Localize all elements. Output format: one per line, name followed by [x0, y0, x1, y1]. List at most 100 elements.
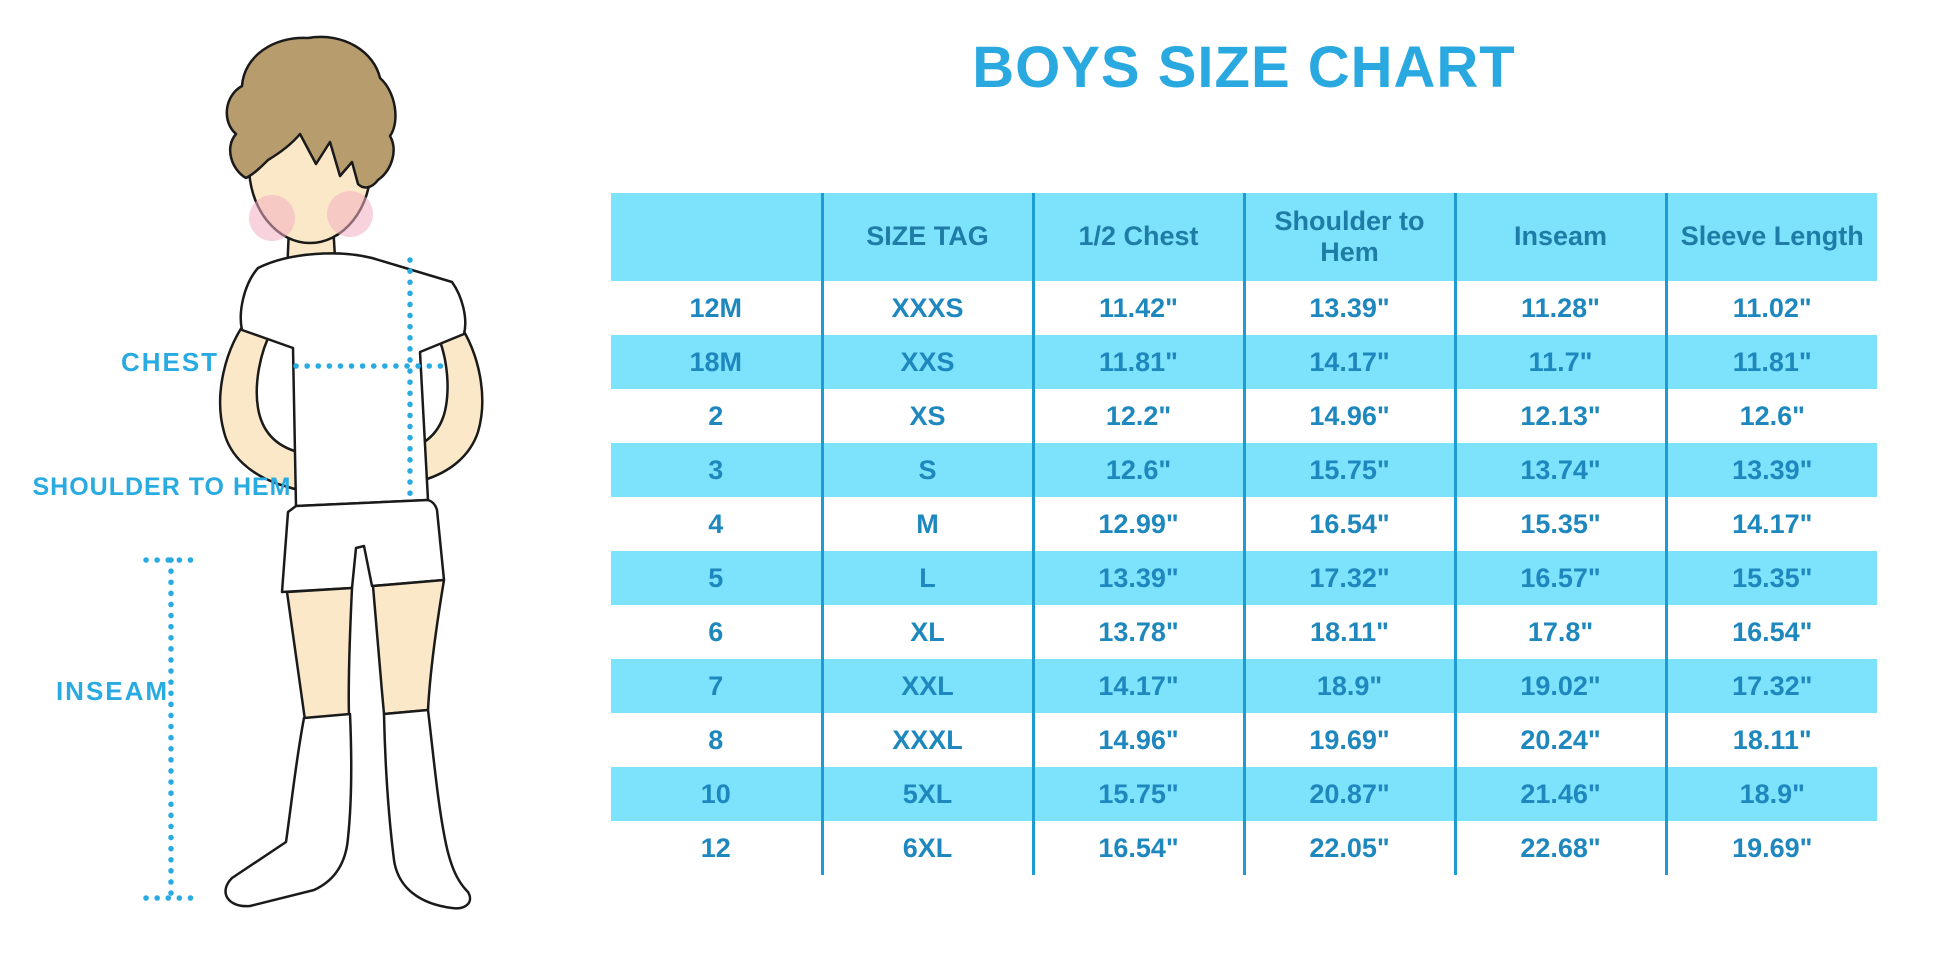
measurement-cell: 18.9"	[1244, 659, 1457, 713]
blush-right-cheek	[327, 191, 373, 237]
boy-measurement-illustration	[143, 35, 484, 910]
measurement-cell: 14.96"	[1033, 713, 1246, 767]
column-header: Shoulder to Hem	[1244, 193, 1457, 281]
measurement-cell: 19.02"	[1455, 659, 1668, 713]
measurement-cell: 16.54"	[1033, 821, 1246, 875]
shorts	[280, 498, 446, 594]
measurement-cell: 12.99"	[1033, 497, 1246, 551]
shoulder-to-hem-label: SHOULDER TO HEM	[32, 473, 292, 501]
measurement-cell: L	[822, 551, 1035, 605]
chest-label: CHEST	[120, 347, 220, 377]
measurement-cell: 20.24"	[1455, 713, 1668, 767]
measurement-cell: XXXS	[822, 281, 1035, 335]
table-row: 10 5XL 15.75" 20.87" 21.46" 18.9"	[611, 767, 1877, 821]
measurement-cell: 13.39"	[1033, 551, 1246, 605]
measurement-cell: 17.8"	[1455, 605, 1668, 659]
column-header: Inseam	[1455, 193, 1668, 281]
hair	[225, 35, 397, 189]
table-row: 12 6XL 16.54" 22.05" 22.68" 19.69"	[611, 821, 1877, 875]
size-cell: 12	[611, 821, 824, 875]
size-cell: 10	[611, 767, 824, 821]
inseam-label: INSEAM	[55, 676, 170, 706]
table-row: 7 XXL 14.17" 18.9" 19.02" 17.32"	[611, 659, 1877, 713]
size-cell: 2	[611, 389, 824, 443]
measurement-cell: 15.35"	[1666, 551, 1877, 605]
left-leg	[285, 586, 354, 722]
right-sock	[382, 708, 472, 910]
measurement-cell: 17.32"	[1666, 659, 1877, 713]
measurement-cell: 18.11"	[1244, 605, 1457, 659]
table-row: 3 S 12.6" 15.75" 13.74" 13.39"	[611, 443, 1877, 497]
table-header-row: SIZE TAG 1/2 Chest Shoulder to Hem Inseam Sl…	[611, 193, 1877, 281]
table-row: 12M XXXS 11.42" 13.39" 11.28" 11.02"	[611, 281, 1877, 335]
left-arm	[218, 314, 300, 492]
measurement-cell: 13.39"	[1666, 443, 1877, 497]
column-header: 1/2 Chest	[1033, 193, 1246, 281]
measurement-cell: 12.6"	[1033, 443, 1246, 497]
measurement-cell: XXS	[822, 335, 1035, 389]
measurement-cell: 11.81"	[1666, 335, 1877, 389]
size-cell: 3	[611, 443, 824, 497]
measurement-cell: 18.11"	[1732, 724, 1812, 755]
measurement-cell: 14.96"	[1244, 389, 1457, 443]
measurement-cell: 12.2"	[1033, 389, 1246, 443]
measurement-cell: 22.68"	[1455, 821, 1668, 875]
column-header: Sleeve Length	[1666, 193, 1877, 281]
measurement-cell: 13.74"	[1455, 443, 1668, 497]
measurement-cell: 15.75"	[1033, 767, 1246, 821]
size-cell: 6	[611, 605, 824, 659]
measurement-cell: XXL	[822, 659, 1035, 713]
size-cell: 12M	[611, 281, 824, 335]
measurement-cell: 11.81"	[1033, 335, 1246, 389]
size-table: SIZE TAG 1/2 Chest Shoulder to Hem Inseam Sl…	[611, 193, 1877, 875]
size-cell: 7	[611, 659, 824, 713]
measurement-cell: 16.57"	[1455, 551, 1668, 605]
measurement-cell: 11.7"	[1455, 335, 1668, 389]
measurement-cell: 17.32"	[1244, 551, 1457, 605]
measurement-cell: 19.69"	[1732, 832, 1813, 863]
right-leg	[371, 578, 446, 716]
measurement-cell: 5XL	[822, 767, 1035, 821]
measurement-cell: 15.35"	[1455, 497, 1668, 551]
size-cell: 18M	[611, 335, 824, 389]
table-head: SIZE TAG 1/2 Chest Shoulder to Hem Inseam Sl…	[611, 193, 1877, 281]
measurement-cell: XS	[822, 389, 1035, 443]
table-row: 2 XS 12.2" 14.96" 12.13" 12.6"	[611, 389, 1877, 443]
size-cell: 4	[611, 497, 824, 551]
measurement-cell: 14.17"	[1244, 335, 1457, 389]
table-row: 18M XXS 11.81" 14.17" 11.7" 11.81"	[611, 335, 1877, 389]
size-cell: 5	[611, 551, 824, 605]
measurement-cell: 19.69"	[1244, 713, 1457, 767]
measurement-cell: 11.02"	[1732, 292, 1812, 323]
measurement-cell: XL	[822, 605, 1035, 659]
measurement-cell: S	[822, 443, 1035, 497]
measurement-cell: 14.17"	[1732, 508, 1813, 539]
measurement-cell: 16.54"	[1732, 616, 1813, 647]
table-row: 6 XL 13.78" 18.11" 17.8" 16.54"	[611, 605, 1877, 659]
page-title: BOYS SIZE CHART	[972, 35, 1516, 100]
measurement-cell: 11.28"	[1455, 281, 1668, 335]
table-row: 8 XXXL 14.96" 19.69" 20.24" 18.11"	[611, 713, 1877, 767]
column-header	[611, 193, 824, 281]
measurement-cell: 14.17"	[1033, 659, 1246, 713]
size-cell: 8	[611, 713, 824, 767]
measurement-cell: 16.54"	[1244, 497, 1457, 551]
table-row: 5 L 13.39" 17.32" 16.57" 15.35"	[611, 551, 1877, 605]
table-body: 12M XXXS 11.42" 13.39" 11.28" 11.02" 18M XXS 11.…	[611, 281, 1877, 875]
measurement-cell: 22.05"	[1244, 821, 1457, 875]
measurement-cell: 11.42"	[1033, 281, 1246, 335]
table-row: 4 M 12.99" 16.54" 15.35" 14.17"	[611, 497, 1877, 551]
measurement-cell: 13.39"	[1244, 281, 1457, 335]
column-header: SIZE TAG	[822, 193, 1035, 281]
measurement-cell: 12.6"	[1739, 400, 1805, 431]
left-sock	[224, 712, 353, 908]
measurement-cell: M	[822, 497, 1035, 551]
blush-left-cheek	[249, 195, 295, 241]
measurement-cell: 21.46"	[1455, 767, 1668, 821]
measurement-cell: XXXL	[822, 713, 1035, 767]
measurement-cell: 12.13"	[1455, 389, 1668, 443]
measurement-cell: 20.87"	[1244, 767, 1457, 821]
measurement-cell: 15.75"	[1244, 443, 1457, 497]
measurement-cell: 18.9"	[1666, 767, 1877, 821]
